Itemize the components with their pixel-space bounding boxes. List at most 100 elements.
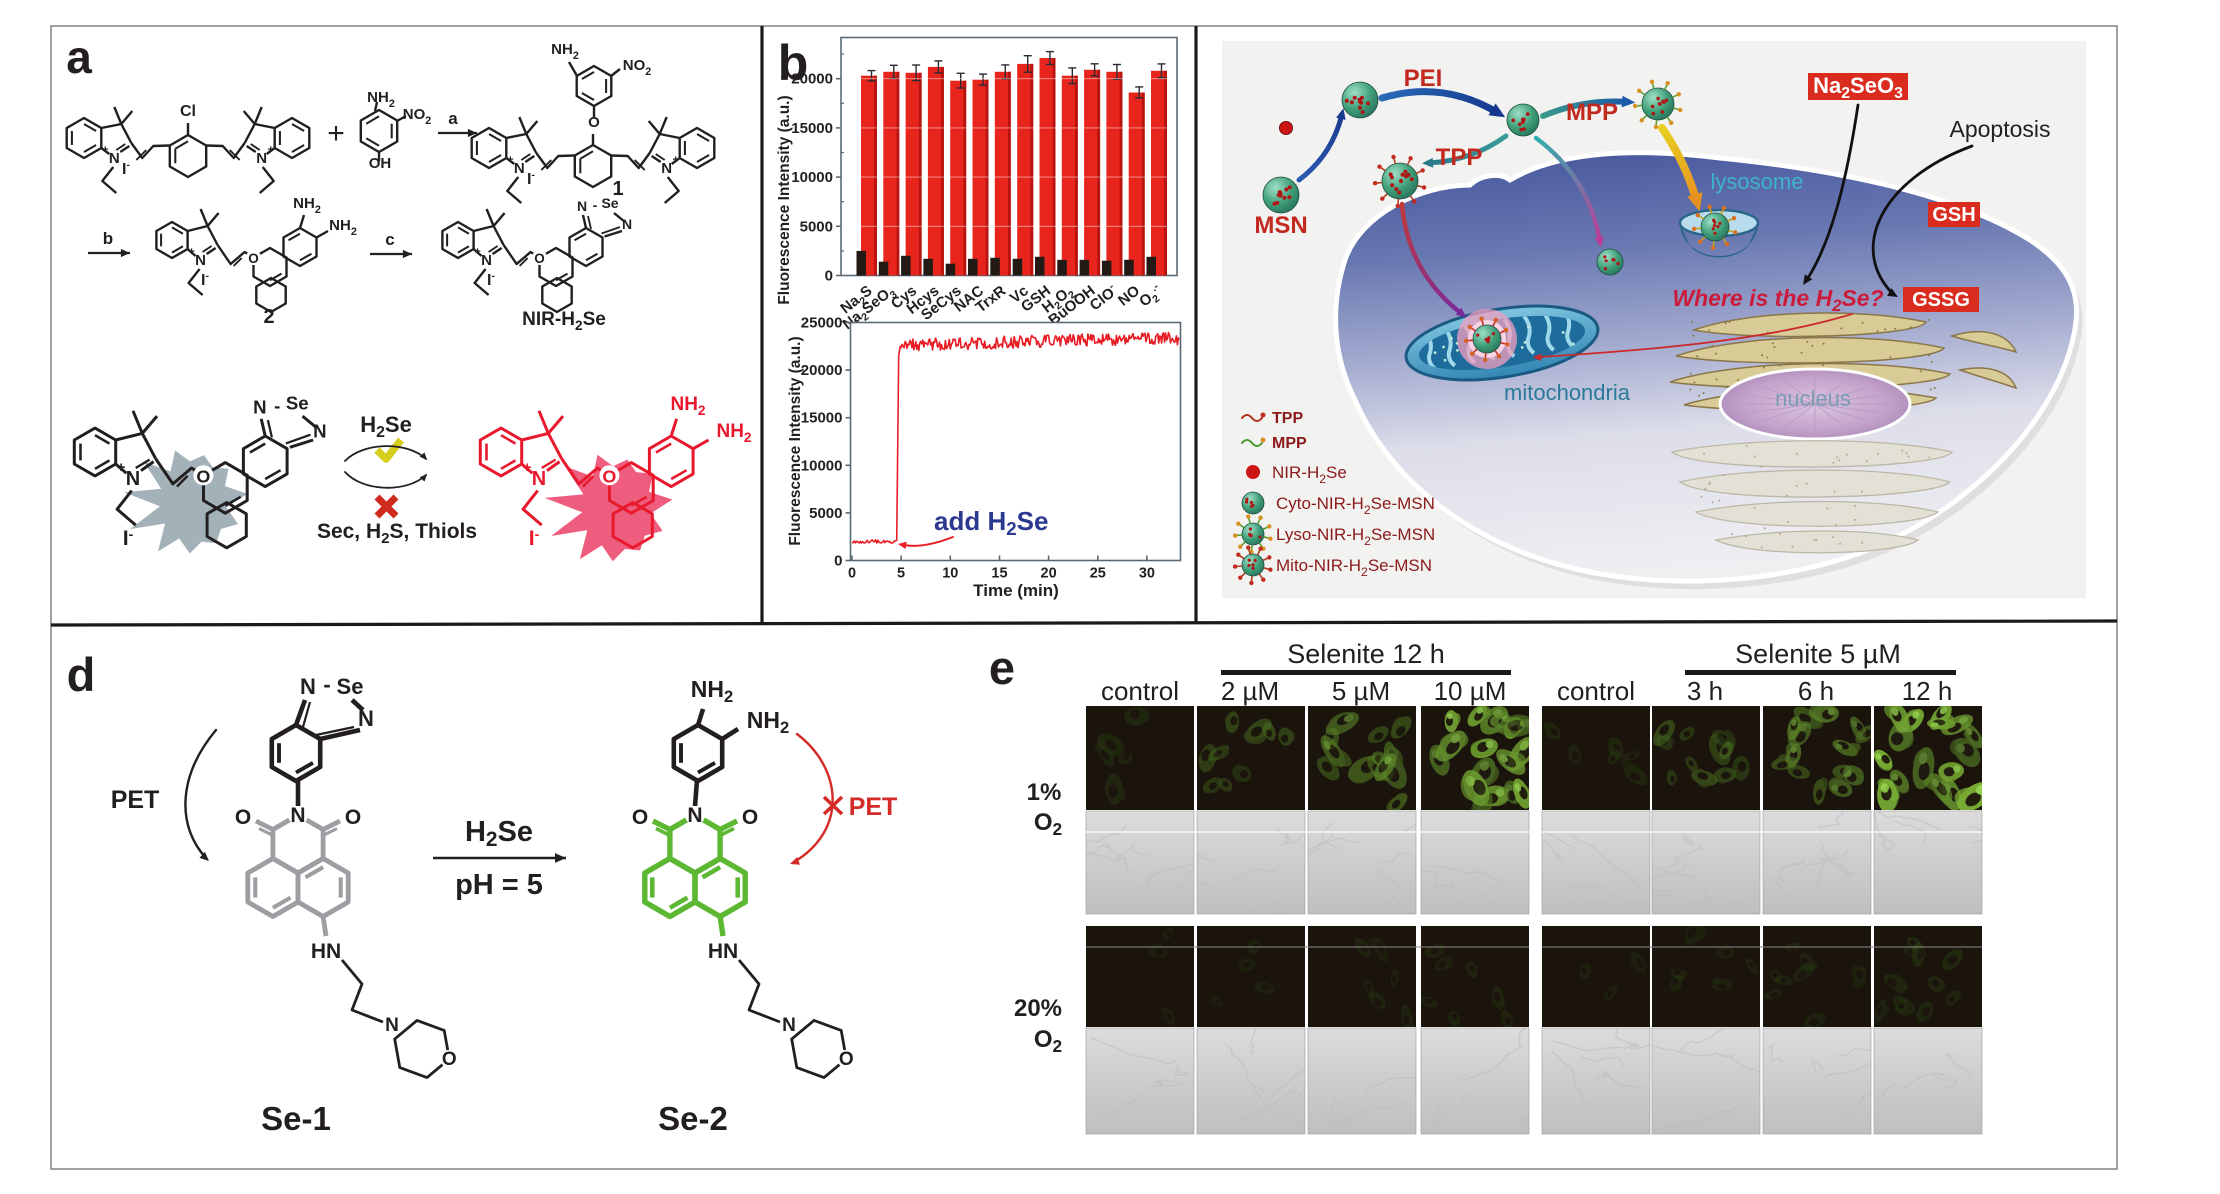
- svg-text:GSH: GSH: [1932, 204, 1975, 226]
- svg-text:a: a: [448, 109, 458, 128]
- svg-text:+: +: [672, 154, 678, 166]
- svg-text:N: N: [782, 1015, 796, 1036]
- svg-text:pH = 5: pH = 5: [455, 869, 543, 901]
- svg-text:25000: 25000: [801, 315, 843, 332]
- svg-text:Se: Se: [601, 195, 618, 211]
- svg-text:20000: 20000: [791, 71, 833, 88]
- svg-text:Time (min): Time (min): [973, 581, 1059, 600]
- svg-text:N: N: [532, 468, 546, 490]
- svg-text:Cyto-NIR-H2Se-MSN: Cyto-NIR-H2Se-MSN: [1276, 494, 1435, 517]
- svg-text:N: N: [195, 252, 206, 269]
- svg-text:25: 25: [1090, 566, 1106, 582]
- svg-text:I-: I-: [527, 170, 535, 188]
- svg-text:OH: OH: [369, 155, 392, 172]
- svg-text:N: N: [109, 150, 120, 167]
- svg-text:I-: I-: [122, 160, 130, 178]
- svg-text:N: N: [358, 706, 374, 731]
- svg-text:Fluorescence Intensity (a.u.): Fluorescence Intensity (a.u.): [776, 95, 793, 304]
- svg-text:-: -: [323, 672, 330, 697]
- svg-text:N: N: [385, 1015, 399, 1036]
- svg-text:2 µM: 2 µM: [1221, 676, 1279, 706]
- svg-text:O: O: [632, 806, 648, 829]
- svg-text:add H2Se: add H2Se: [934, 506, 1048, 539]
- svg-text:d: d: [67, 648, 96, 701]
- svg-text:1: 1: [612, 178, 623, 200]
- svg-text:NIR-H2Se: NIR-H2Se: [1272, 463, 1347, 486]
- svg-text:PEI: PEI: [1404, 65, 1443, 92]
- svg-text:control: control: [1101, 676, 1179, 706]
- svg-text:H2Se: H2Se: [360, 412, 412, 441]
- svg-text:O: O: [602, 467, 616, 487]
- svg-text:O: O: [345, 806, 361, 829]
- svg-text:10000: 10000: [801, 457, 843, 474]
- svg-text:NH2: NH2: [293, 195, 321, 216]
- svg-text:Selenite 12 h: Selenite 12 h: [1287, 639, 1445, 669]
- svg-text:nucleus: nucleus: [1775, 386, 1851, 411]
- svg-text:30: 30: [1139, 566, 1155, 582]
- svg-text:+: +: [507, 154, 513, 166]
- svg-text:I-: I-: [201, 271, 209, 289]
- svg-text:GSSG: GSSG: [1912, 289, 1970, 311]
- svg-text:15000: 15000: [791, 120, 833, 137]
- svg-text:1%: 1%: [1027, 779, 1062, 806]
- svg-text:N: N: [126, 468, 140, 490]
- svg-text:0: 0: [825, 268, 833, 285]
- svg-text:15: 15: [991, 566, 1007, 582]
- svg-text:b: b: [778, 35, 809, 91]
- svg-text:PET: PET: [111, 786, 160, 814]
- svg-text:lysosome: lysosome: [1711, 169, 1804, 194]
- svg-text:NH2: NH2: [367, 89, 395, 110]
- svg-text:-: -: [274, 395, 280, 416]
- svg-text:O: O: [442, 1049, 457, 1070]
- svg-text:Cl: Cl: [180, 103, 196, 120]
- svg-text:control: control: [1557, 676, 1635, 706]
- svg-text:Mito-NIR-H2Se-MSN: Mito-NIR-H2Se-MSN: [1276, 556, 1432, 579]
- svg-text:NO2: NO2: [623, 57, 652, 78]
- svg-text:6 h: 6 h: [1798, 676, 1834, 706]
- svg-text:O: O: [839, 1049, 854, 1070]
- svg-text:I-: I-: [487, 271, 495, 289]
- svg-text:MPP: MPP: [1272, 435, 1307, 452]
- svg-text:20%: 20%: [1014, 995, 1062, 1022]
- svg-text:NH2: NH2: [551, 41, 579, 62]
- svg-text:10 µM: 10 µM: [1434, 676, 1507, 706]
- svg-text:HN: HN: [311, 940, 341, 963]
- svg-text:a: a: [66, 31, 92, 83]
- svg-text:N: N: [290, 804, 305, 827]
- svg-text:+: +: [188, 246, 194, 258]
- svg-text:5: 5: [897, 566, 905, 582]
- svg-text:N: N: [300, 674, 316, 699]
- svg-text:Na2SeO3: Na2SeO3: [1813, 73, 1903, 102]
- svg-text:Selenite 5 µM: Selenite 5 µM: [1735, 639, 1901, 669]
- svg-text:5 µM: 5 µM: [1332, 676, 1390, 706]
- svg-text:MPP: MPP: [1566, 99, 1618, 126]
- svg-text:2: 2: [263, 306, 274, 328]
- svg-text:NO2: NO2: [403, 106, 432, 127]
- svg-text:e: e: [989, 641, 1015, 694]
- svg-text:O: O: [742, 806, 758, 829]
- svg-text:Se: Se: [337, 674, 364, 699]
- svg-text:MSN: MSN: [1254, 212, 1307, 239]
- svg-text:+: +: [474, 246, 480, 258]
- svg-text:NIR-H2Se: NIR-H2Se: [522, 309, 606, 333]
- svg-text:N: N: [514, 160, 525, 177]
- svg-text:Fluorescence Intensity (a.u.): Fluorescence Intensity (a.u.): [787, 336, 804, 545]
- svg-text:N: N: [661, 160, 672, 177]
- svg-text:O: O: [248, 251, 259, 266]
- svg-text:N: N: [481, 252, 492, 269]
- svg-text:H2Se: H2Se: [465, 816, 533, 851]
- svg-text:O: O: [235, 806, 251, 829]
- svg-text:20: 20: [1041, 566, 1057, 582]
- svg-text:mitochondria: mitochondria: [1504, 380, 1631, 405]
- svg-text:N: N: [687, 804, 702, 827]
- svg-text:TPP: TPP: [1436, 144, 1483, 171]
- svg-text:N: N: [577, 198, 587, 214]
- svg-text:b: b: [103, 229, 113, 248]
- svg-text:5000: 5000: [809, 505, 842, 522]
- svg-text:3 h: 3 h: [1687, 676, 1723, 706]
- svg-text:c: c: [385, 230, 394, 249]
- svg-text:15000: 15000: [801, 410, 843, 427]
- svg-text:Se-2: Se-2: [658, 1100, 728, 1137]
- svg-text:+: +: [102, 144, 108, 156]
- svg-text:N: N: [256, 150, 267, 167]
